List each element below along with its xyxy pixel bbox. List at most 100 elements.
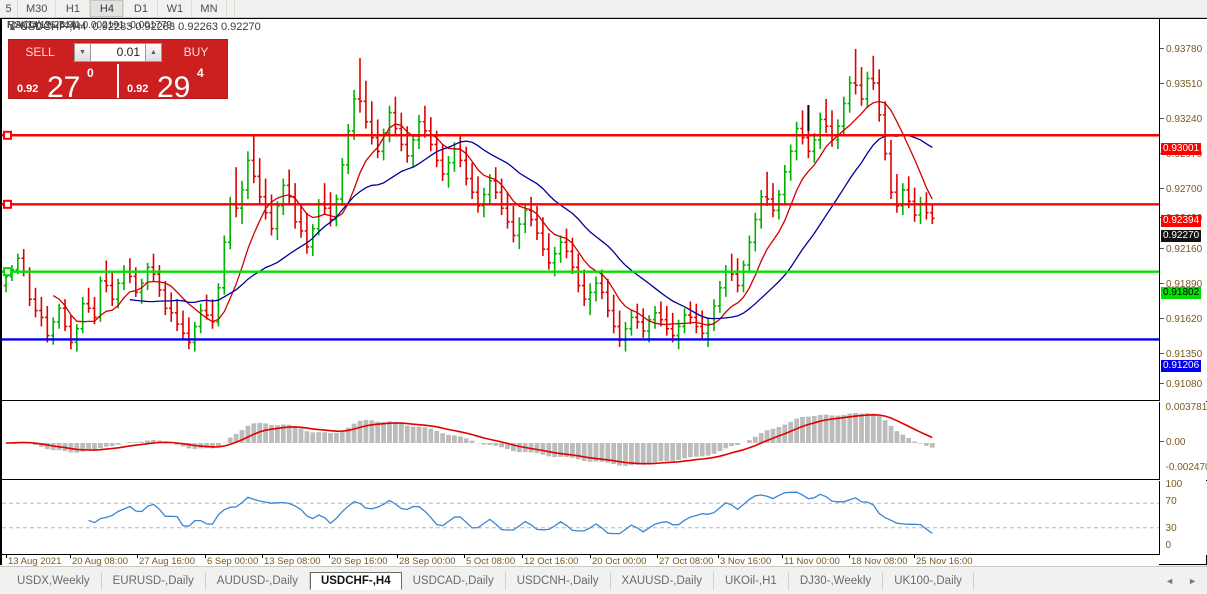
time-tick [329, 554, 330, 558]
candle [930, 203, 935, 225]
price-scale-axis[interactable]: 0.937800.935100.932400.929700.927000.924… [1159, 19, 1207, 401]
rsi-tick: 30 [1160, 523, 1177, 534]
macd-indicator-pane[interactable] [2, 402, 1159, 480]
candle [434, 130, 439, 168]
time-tick [914, 554, 915, 558]
chart-tab-xauusddaily[interactable]: XAUUSD-,Daily [611, 571, 715, 590]
chart-tab-usdxweekly[interactable]: USDX,Weekly [6, 571, 102, 590]
candle [918, 196, 923, 225]
volume-decrease-button[interactable]: ▼ [74, 42, 91, 62]
time-tick [137, 554, 138, 558]
candle [646, 315, 652, 343]
sell-button[interactable]: SELL [9, 40, 71, 64]
candle [493, 167, 498, 200]
timeframe-5[interactable]: 5 [0, 0, 18, 17]
tab-scroll-right-icon[interactable]: ► [1188, 575, 1197, 586]
moving-average-fast [52, 100, 933, 326]
timeframe-m30[interactable]: M30 [18, 0, 57, 17]
candle [711, 299, 717, 332]
candle [670, 312, 675, 343]
moving-average-slow [129, 134, 933, 320]
candle [416, 114, 422, 150]
candle [676, 319, 681, 350]
candle [399, 112, 404, 152]
time-tick [205, 554, 206, 558]
candle [700, 310, 705, 341]
buy-price-fraction: 4 [197, 66, 204, 80]
price-tick: 0.91620 [1160, 314, 1207, 325]
candle [74, 324, 79, 352]
candle [222, 235, 227, 295]
volume-input[interactable]: 0.01 [91, 42, 145, 62]
candle [517, 217, 522, 250]
one-click-trading-panel[interactable]: SELL ▼ 0.01 ▲ BUY 0.92 27 0 0.92 29 4 [8, 39, 228, 99]
time-label: 11 Nov 00:00 [784, 556, 840, 567]
candle [68, 315, 74, 350]
chart-symbol-title: ▲ USDCHF-,H4 0.92283 0.92283 0.92263 0.922… [8, 21, 261, 33]
candle [245, 151, 251, 200]
candle [121, 265, 127, 291]
chart-tab-usdchfh4[interactable]: USDCHF-,H4 [309, 571, 402, 590]
timeframe-mn[interactable]: MN [192, 0, 227, 17]
candle [157, 265, 162, 297]
sell-price-block[interactable]: 0.92 27 0 [9, 64, 117, 98]
tab-scroll-left-icon[interactable]: ◄ [1165, 575, 1175, 586]
price-level-handle[interactable] [3, 267, 12, 277]
buy-price-big: 29 [157, 71, 191, 99]
time-label: 27 Aug 16:00 [139, 556, 195, 567]
candle [192, 321, 197, 352]
candle [882, 101, 888, 161]
candle [534, 205, 540, 241]
candle [818, 112, 823, 150]
chart-tab-ukoilh1[interactable]: UKOil-,H1 [714, 571, 789, 590]
candle [576, 253, 581, 293]
timeframe-w1[interactable]: W1 [158, 0, 193, 17]
candle [233, 167, 239, 218]
price-chart-pane[interactable] [2, 19, 1159, 401]
timeframe-h4[interactable]: H4 [90, 0, 125, 17]
volume-increase-button[interactable]: ▲ [145, 42, 162, 62]
candle [782, 164, 787, 204]
price-level-label-red[interactable]: 0.93001 [1161, 143, 1202, 155]
candle [393, 96, 398, 136]
rsi-tick: 100 [1160, 479, 1183, 490]
time-label: 13 Sep 08:00 [264, 556, 321, 567]
candle [86, 287, 91, 313]
price-level-label-red[interactable]: 0.92394 [1161, 215, 1202, 227]
candle [664, 306, 669, 336]
price-level-handle[interactable] [3, 130, 12, 140]
candle [292, 183, 298, 229]
price-level-label-blue[interactable]: 0.91206 [1161, 360, 1202, 372]
candle [381, 128, 386, 161]
chart-tab-dj30weekly[interactable]: DJ30-,Weekly [789, 571, 884, 590]
timeframe-d1[interactable]: D1 [124, 0, 159, 17]
rsi-svg [2, 491, 1159, 535]
time-label: 28 Sep 00:00 [399, 556, 456, 567]
candle [847, 76, 852, 113]
buy-button[interactable]: BUY [165, 40, 227, 64]
buy-price-block[interactable]: 0.92 29 4 [117, 64, 227, 98]
chart-tab-audusddaily[interactable]: AUDUSD-,Daily [206, 571, 310, 590]
volume-stepper[interactable]: ▼ 0.01 ▲ [71, 40, 165, 64]
chart-tab-uk100daily[interactable]: UK100-,Daily [883, 571, 974, 590]
timeframe-h1[interactable]: H1 [56, 0, 91, 17]
candle [853, 48, 858, 95]
price-level-handle[interactable] [3, 199, 12, 209]
candle [658, 301, 664, 327]
chart-tab-usdcaddaily[interactable]: USDCAD-,Daily [402, 571, 506, 590]
price-level-label-black[interactable]: 0.92270 [1161, 230, 1202, 242]
rsi-indicator-pane[interactable] [2, 481, 1159, 555]
candle [558, 235, 563, 263]
chart-tab-eurusddaily[interactable]: EURUSD-,Daily [102, 571, 206, 590]
candle [169, 292, 174, 322]
macd-signal-line [5, 413, 933, 465]
candle [186, 317, 192, 350]
price-tick: 0.91080 [1160, 379, 1207, 390]
time-label: 27 Oct 08:00 [659, 556, 714, 567]
candle [469, 162, 475, 200]
rsi-tick: 0 [1160, 540, 1172, 551]
candle [115, 278, 121, 309]
time-label: 6 Sep 00:00 [207, 556, 259, 567]
price-level-label-green[interactable]: 0.91802 [1161, 287, 1202, 299]
chart-tab-usdcnhdaily[interactable]: USDCNH-,Daily [506, 571, 611, 590]
